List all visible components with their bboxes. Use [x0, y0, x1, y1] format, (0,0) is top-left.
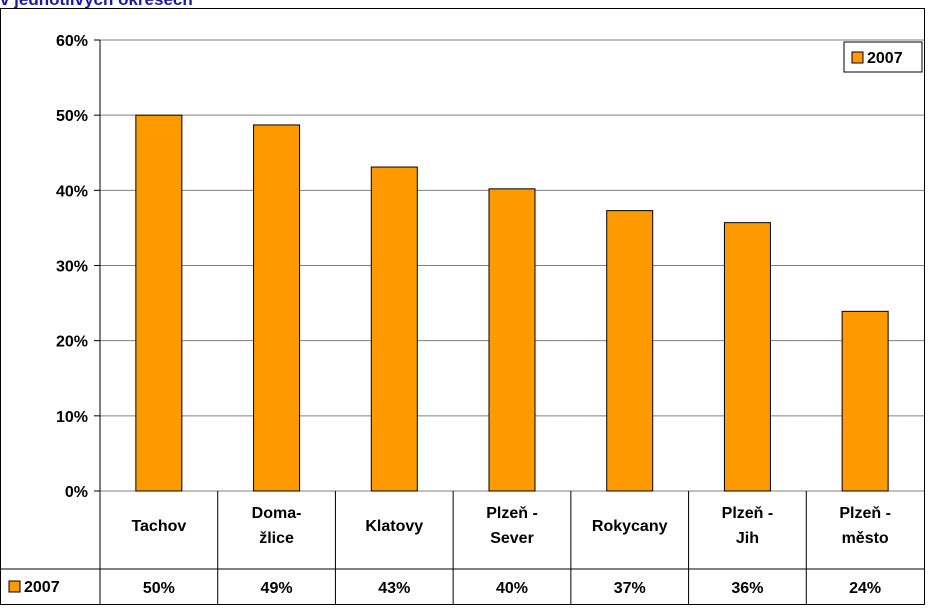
data-table-value: 50% — [143, 580, 175, 597]
data-table-legend-swatch — [8, 580, 21, 593]
bar — [135, 114, 183, 492]
data-table-value: 40% — [496, 580, 528, 597]
data-table-value: 49% — [261, 580, 293, 597]
bar — [488, 188, 536, 492]
x-category-label: město — [842, 530, 889, 547]
x-category-label: Rokycany — [592, 518, 668, 535]
legend-label: 2007 — [867, 50, 903, 67]
y-tick-label: 40% — [56, 183, 88, 200]
bar — [841, 310, 889, 492]
data-table-value: 24% — [849, 580, 881, 597]
y-tick-label: 10% — [56, 409, 88, 426]
x-category-label: Klatovy — [365, 518, 423, 535]
data-table-value: 37% — [614, 580, 646, 597]
data-table-series-name: 2007 — [24, 579, 60, 596]
chart-title: v jednotlivých okresech — [0, 0, 193, 10]
chart-frame — [0, 8, 925, 605]
legend-swatch — [851, 51, 864, 64]
x-category-label: žlice — [259, 530, 294, 547]
y-tick-label: 60% — [56, 33, 88, 50]
bar — [370, 166, 418, 492]
x-category-label: Plzeň - — [486, 505, 538, 522]
y-tick-label: 50% — [56, 108, 88, 125]
bar — [723, 222, 771, 492]
y-tick-label: 0% — [65, 484, 88, 501]
x-category-label: Sever — [490, 530, 534, 547]
bar — [606, 210, 654, 492]
y-tick-label: 20% — [56, 334, 88, 351]
x-category-label: Doma- — [252, 505, 302, 522]
x-category-label: Plzeň - — [722, 505, 774, 522]
x-category-label: Plzeň - — [839, 505, 891, 522]
data-table-value: 36% — [731, 580, 763, 597]
x-category-label: Jih — [736, 530, 759, 547]
bar — [253, 124, 301, 492]
data-table-value: 43% — [378, 580, 410, 597]
y-tick-label: 30% — [56, 259, 88, 276]
x-category-label: Tachov — [131, 518, 186, 535]
